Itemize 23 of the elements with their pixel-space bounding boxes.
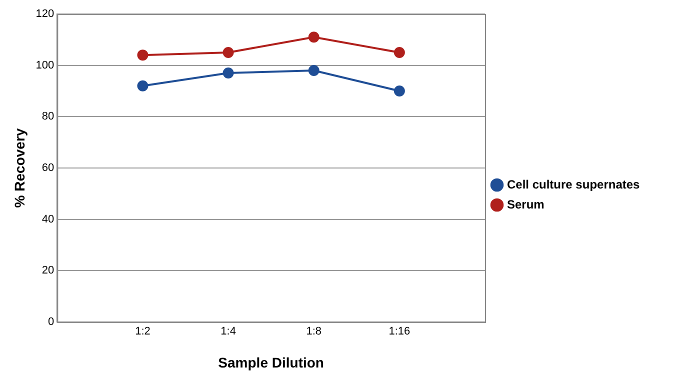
y-tick-label: 60 bbox=[42, 162, 54, 174]
x-tick-label: 1:16 bbox=[388, 326, 410, 338]
point bbox=[137, 50, 148, 61]
y-tick-label: 100 bbox=[36, 59, 54, 72]
point bbox=[394, 47, 405, 58]
y-tick-label: 120 bbox=[36, 8, 54, 20]
legend-label: Serum bbox=[507, 197, 544, 212]
y-axis-title: % Recovery bbox=[11, 128, 28, 208]
x-tick-label: 1:4 bbox=[220, 326, 236, 338]
x-tick-label: 1:8 bbox=[306, 326, 322, 338]
y-tick-label: 20 bbox=[42, 264, 54, 277]
y-tick-label: 80 bbox=[42, 110, 54, 123]
point bbox=[222, 68, 234, 79]
point bbox=[308, 32, 320, 43]
point bbox=[137, 80, 148, 92]
y-tick-label: 0 bbox=[48, 316, 54, 328]
x-tick-label: 1:2 bbox=[135, 326, 150, 338]
point bbox=[394, 86, 405, 96]
point bbox=[308, 64, 320, 76]
point bbox=[222, 47, 234, 58]
legend-label: Cell culture supernates bbox=[507, 177, 640, 192]
x-axis-title: Sample Dilution bbox=[218, 354, 324, 370]
y-tick-label: 40 bbox=[42, 213, 54, 226]
